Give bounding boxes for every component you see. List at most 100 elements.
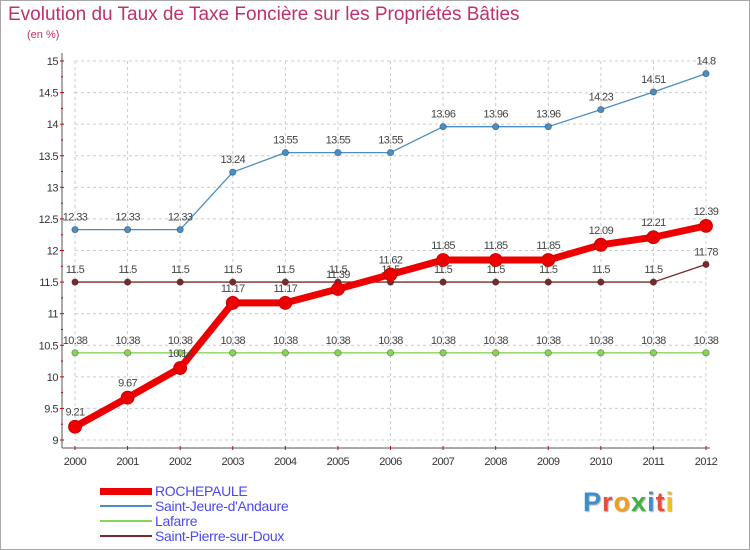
data-label: 10.38 (168, 335, 193, 347)
chart-title: Evolution du Taux de Taxe Foncière sur l… (8, 4, 520, 25)
data-label: 9.21 (65, 407, 84, 419)
y-tick-label: 14.5 (39, 88, 59, 100)
data-label: 11.85 (536, 240, 560, 252)
chart-subtitle: (en %) (27, 29, 60, 41)
legend-label: Saint-Jeure-d'Andaure (155, 498, 289, 514)
data-point (439, 123, 447, 131)
data-label: 10.38 (115, 335, 140, 347)
data-label: 10.38 (378, 335, 403, 347)
data-point (649, 278, 658, 286)
y-tick-label: 11 (48, 309, 59, 321)
data-point (492, 123, 500, 131)
data-point (699, 218, 713, 233)
data-point (68, 419, 82, 434)
data-point (649, 88, 658, 96)
data-point (123, 278, 132, 286)
data-label: 14.8 (696, 56, 715, 68)
data-label: 10.38 (326, 335, 351, 347)
x-tick-label: 2003 (222, 456, 245, 468)
legend-label: Lafarre (155, 513, 198, 529)
data-label: 10.38 (220, 335, 245, 347)
data-label: 11.5 (644, 264, 663, 276)
data-label: 10.38 (641, 335, 666, 347)
x-tick-label: 2006 (379, 456, 402, 468)
data-label: 13.96 (431, 109, 456, 121)
data-label: 12.33 (115, 212, 140, 224)
y-tick-label: 14 (47, 119, 59, 131)
data-label: 13.24 (220, 154, 245, 166)
series-1: 12.33 12.33 12.33 13.24 13.55 13.55 13.55 13.96… (63, 56, 717, 234)
data-label: 12.33 (168, 212, 193, 224)
legend-label: Saint-Pierre-sur-Doux (155, 528, 285, 544)
data-point (439, 278, 447, 286)
data-label: 11.5 (539, 264, 558, 276)
x-tick-label: 2011 (643, 456, 665, 468)
data-label: 14.51 (641, 74, 666, 86)
x-tick-label: 2007 (432, 456, 455, 468)
data-label: 11.5 (66, 264, 85, 276)
data-point (281, 148, 289, 157)
x-tick-label: 2002 (169, 456, 192, 468)
legend-swatch (100, 505, 152, 507)
data-label: 13.55 (273, 135, 298, 147)
data-label: 11.17 (221, 283, 245, 295)
data-point (597, 106, 605, 114)
x-tick-label: 2005 (327, 456, 350, 468)
data-point (436, 253, 450, 267)
y-tick-label: 10.5 (39, 340, 59, 352)
data-point (544, 278, 552, 286)
data-point (597, 349, 605, 357)
data-label: 11.5 (434, 264, 453, 276)
data-label: 11.85 (431, 240, 455, 252)
data-point (492, 349, 500, 357)
data-point (71, 226, 79, 234)
data-label: 11.5 (171, 264, 190, 276)
y-tick-label: 13.5 (39, 151, 59, 163)
data-point (544, 349, 552, 357)
data-point (229, 349, 237, 357)
x-tick-label: 2010 (590, 456, 613, 468)
data-label: 11.5 (487, 264, 506, 276)
data-point (702, 260, 710, 268)
data-label: 11.78 (694, 246, 718, 258)
data-point (229, 168, 237, 176)
legend-item: Saint-Jeure-d'Andaure (100, 498, 360, 514)
grid (74, 60, 707, 441)
data-point (593, 237, 608, 252)
data-point (331, 282, 345, 296)
x-tick-label: 2012 (695, 456, 718, 468)
data-label: 11.5 (592, 264, 611, 276)
y-tick-label: 15 (47, 56, 59, 68)
legend-item: ROCHEPAULE (100, 483, 360, 499)
x-tick-label: 2009 (537, 456, 560, 468)
logo-letter: o (613, 487, 632, 517)
data-point (334, 349, 342, 357)
x-tick-label: 2000 (64, 456, 87, 468)
data-label: 10.38 (536, 335, 561, 347)
data-point (229, 278, 237, 286)
data-point (492, 278, 500, 286)
data-point (176, 349, 184, 357)
x-tick-label: 2008 (484, 456, 507, 468)
data-label: 12.21 (641, 217, 666, 229)
x-tick-label: 2001 (116, 456, 139, 468)
data-point (488, 253, 503, 267)
logo-letter: r (602, 487, 614, 517)
data-label: 9.67 (118, 378, 137, 390)
data-point (439, 349, 447, 357)
data-point (176, 226, 184, 234)
logo-letter: t (655, 487, 666, 517)
series-0: 9.21 9.67 10.14 11.17 11.17 11.39 11.62 11.85 11… (65, 206, 719, 434)
data-label: 11.17 (273, 283, 297, 295)
legend-label: ROCHEPAULE (155, 483, 248, 499)
data-point (71, 349, 79, 357)
y-tick-label: 11.5 (39, 277, 58, 289)
data-point (173, 361, 188, 375)
logo-letter: P (583, 487, 603, 517)
data-label: 10.38 (483, 335, 508, 347)
x-tick-label: 2004 (274, 456, 297, 468)
data-label: 13.96 (536, 109, 561, 121)
legend-item: Saint-Pierre-sur-Doux (100, 528, 360, 544)
legend-swatch (100, 520, 152, 522)
